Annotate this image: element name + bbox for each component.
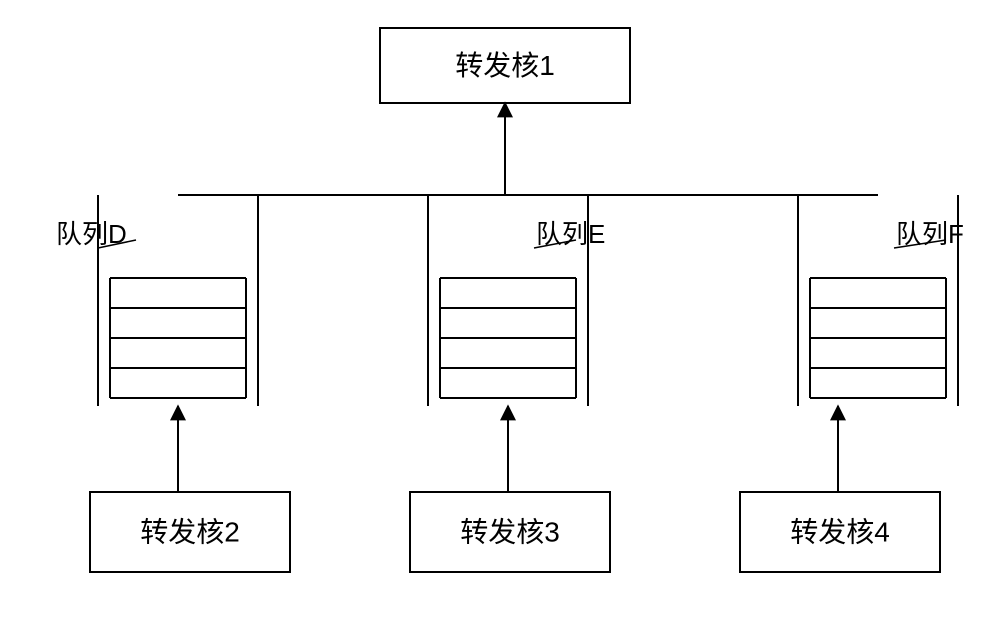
core-3-label: 转发核3 — [460, 517, 560, 548]
core-2-label: 转发核2 — [140, 517, 240, 548]
queue-d: 队列D — [56, 195, 258, 406]
queue-e-label: 队列E — [536, 219, 605, 249]
queue-f: 队列F — [798, 195, 964, 406]
core-1-box: 转发核1 — [380, 28, 630, 103]
core-4-label: 转发核4 — [790, 517, 890, 548]
core-4-box: 转发核4 — [740, 492, 940, 572]
core-1-label: 转发核1 — [455, 50, 555, 81]
core-2-box: 转发核2 — [90, 492, 290, 572]
queue-f-label: 队列F — [896, 219, 964, 249]
queue-e: 队列E — [428, 195, 605, 406]
core-3-box: 转发核3 — [410, 492, 610, 572]
